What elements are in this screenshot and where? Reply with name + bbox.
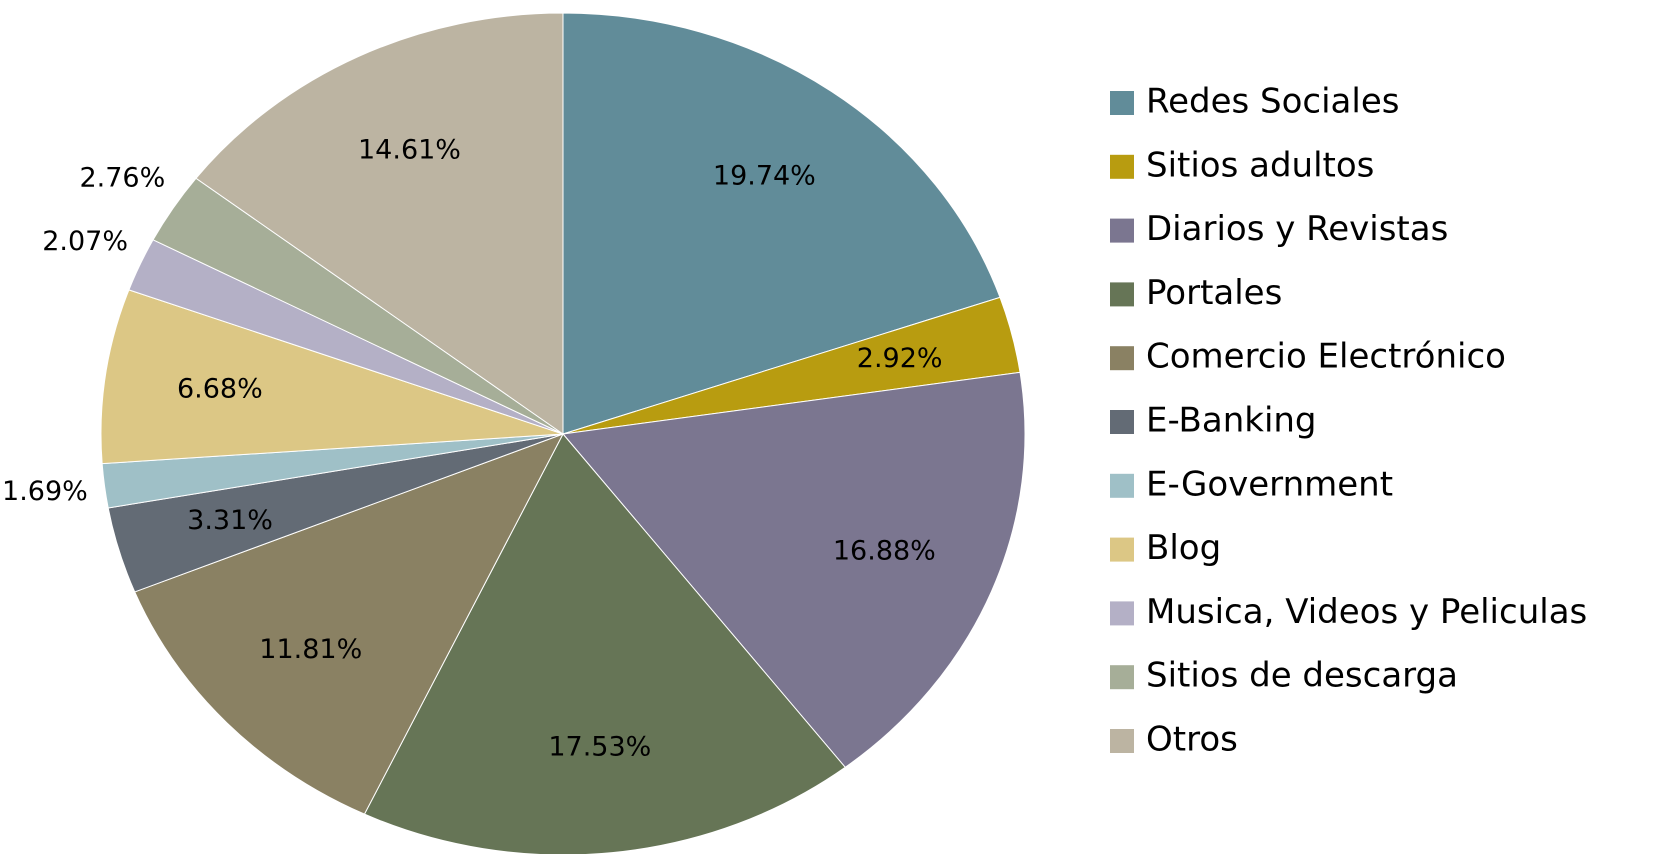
legend-swatch <box>1110 473 1134 498</box>
value-label: 3.31% <box>187 505 273 536</box>
pie-slice <box>134 433 565 815</box>
legend-swatch <box>1110 410 1134 434</box>
value-label: 2.76% <box>79 162 165 193</box>
value-label: 2.92% <box>857 343 943 374</box>
pie-slice <box>562 371 1026 768</box>
value-label: 11.81% <box>259 634 362 665</box>
legend-swatch <box>1110 665 1134 690</box>
legend-swatch <box>1110 282 1134 307</box>
legend-label: Otros <box>1146 720 1238 760</box>
legend-label: Sitios adultos <box>1146 145 1374 185</box>
legend-swatch <box>1110 154 1134 179</box>
legend-label: Blog <box>1146 528 1221 568</box>
value-label: 14.61% <box>358 134 461 165</box>
legend-label: Diarios y Revistas <box>1146 209 1448 249</box>
legend-swatch <box>1110 346 1134 371</box>
pie-slice <box>363 433 846 856</box>
value-label: 1.69% <box>2 476 88 507</box>
legend-swatch <box>1110 537 1134 562</box>
pie-slice <box>562 12 1001 435</box>
legend-swatch <box>1110 729 1134 753</box>
value-label: 19.74% <box>713 161 816 192</box>
value-label: 16.88% <box>833 536 936 567</box>
legend-label: Redes Sociales <box>1146 82 1399 122</box>
legend-swatch <box>1110 601 1134 626</box>
legend-label: E-Banking <box>1146 401 1317 441</box>
value-label: 17.53% <box>548 731 651 762</box>
legend-label: Sitios de descarga <box>1146 656 1458 696</box>
legend-label: E-Government <box>1146 464 1393 504</box>
pie-slice <box>195 12 564 435</box>
legend-label: Comercio Electrónico <box>1146 337 1506 377</box>
value-label: 6.68% <box>177 374 263 405</box>
legend-label: Musica, Videos y Peliculas <box>1146 592 1587 632</box>
legend-label: Portales <box>1146 273 1282 313</box>
legend-swatch <box>1110 91 1134 115</box>
legend-swatch <box>1110 218 1134 243</box>
pie-slice <box>100 289 564 465</box>
value-label: 2.07% <box>42 226 128 257</box>
